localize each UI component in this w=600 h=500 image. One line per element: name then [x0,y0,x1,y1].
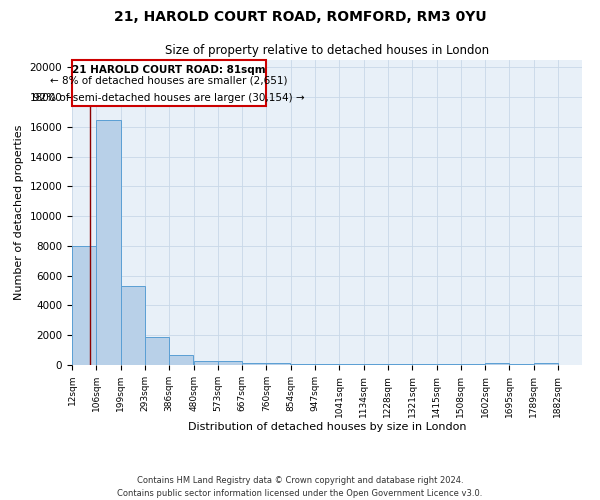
Bar [218,362,242,365]
Bar [169,354,193,365]
Y-axis label: Number of detached properties: Number of detached properties [14,125,24,300]
Bar [461,364,485,365]
Bar [364,364,388,365]
Title: Size of property relative to detached houses in London: Size of property relative to detached ho… [165,44,489,58]
Bar [340,364,364,365]
Bar [194,360,218,365]
Bar [72,246,96,365]
Text: 92% of semi-detached houses are larger (30,154) →: 92% of semi-detached houses are larger (… [34,93,305,103]
X-axis label: Distribution of detached houses by size in London: Distribution of detached houses by size … [188,422,466,432]
Bar [291,364,315,365]
Bar [437,364,461,365]
Bar [72,60,266,106]
Text: Contains HM Land Registry data © Crown copyright and database right 2024.
Contai: Contains HM Land Registry data © Crown c… [118,476,482,498]
Bar [388,364,412,365]
Bar [533,363,558,365]
Bar [266,363,290,365]
Bar [509,364,533,365]
Bar [412,364,436,365]
Bar [97,120,121,365]
Text: ← 8% of detached houses are smaller (2,651): ← 8% of detached houses are smaller (2,6… [50,76,288,86]
Bar [315,364,339,365]
Text: 21 HAROLD COURT ROAD: 81sqm: 21 HAROLD COURT ROAD: 81sqm [73,65,266,75]
Bar [242,363,266,365]
Bar [121,286,145,365]
Text: 21, HAROLD COURT ROAD, ROMFORD, RM3 0YU: 21, HAROLD COURT ROAD, ROMFORD, RM3 0YU [113,10,487,24]
Bar [485,363,509,365]
Bar [145,338,169,365]
